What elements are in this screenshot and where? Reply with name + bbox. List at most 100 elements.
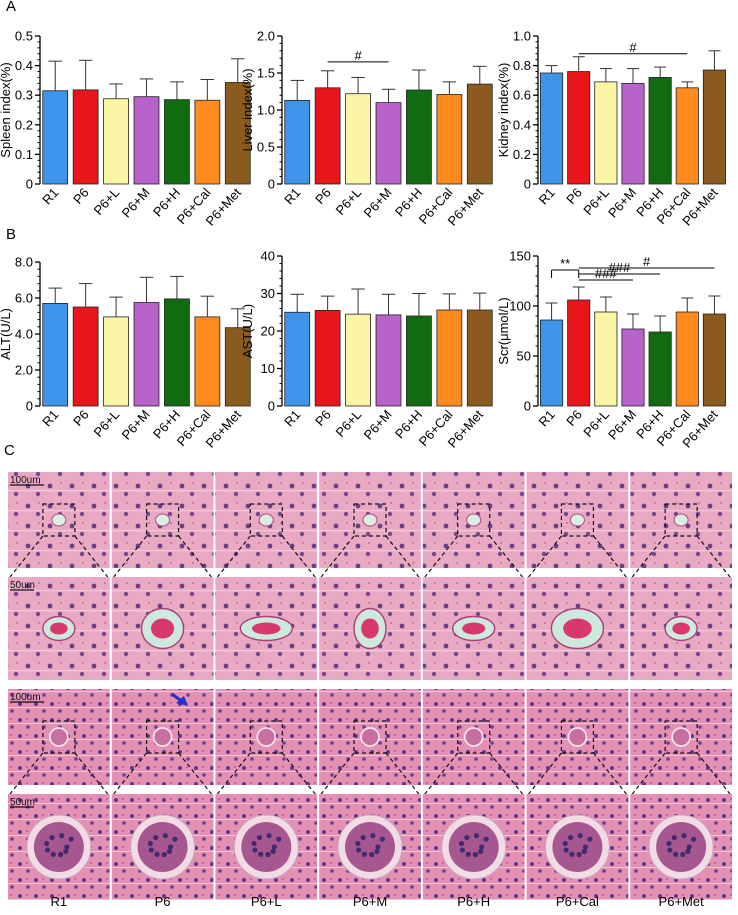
x-tick-label: P6+M bbox=[119, 185, 153, 221]
bar-p6-h bbox=[648, 77, 672, 185]
bar-r1 bbox=[42, 90, 69, 185]
scale-label: 50um bbox=[10, 580, 35, 591]
bar-p6-l bbox=[103, 98, 129, 185]
bar-p6-met bbox=[224, 82, 251, 185]
bar-p6-l bbox=[345, 93, 371, 185]
bar-p6-h bbox=[164, 298, 190, 407]
scale-label: 100um bbox=[10, 692, 41, 703]
y-axis-label: Spleen index(%) bbox=[0, 62, 13, 157]
nucleus bbox=[258, 851, 264, 857]
nucleus bbox=[251, 840, 257, 847]
bar-p6-m bbox=[621, 82, 645, 185]
y-tick-label: 30 bbox=[261, 286, 275, 301]
y-tick-label: 1.0 bbox=[257, 103, 275, 118]
bar-p6-cal bbox=[436, 309, 463, 407]
glomerulus bbox=[152, 727, 173, 747]
central-vein bbox=[466, 513, 482, 527]
y-axis-label: Kidney index(%) bbox=[496, 63, 511, 158]
nucleus bbox=[473, 833, 480, 839]
x-tick-label: P6+L bbox=[333, 407, 365, 440]
zoom-connector bbox=[9, 752, 44, 795]
glomerulus-zoom bbox=[656, 822, 707, 872]
zoom-connector bbox=[385, 535, 420, 578]
bar-p6-h bbox=[648, 331, 672, 407]
group-label: P6+M bbox=[353, 894, 387, 909]
erythrocytes bbox=[251, 622, 281, 635]
x-tick-label: P6+M bbox=[605, 407, 639, 443]
histology-row-4 bbox=[8, 794, 732, 900]
x-tick-label: P6+M bbox=[605, 185, 639, 221]
scale-label: 50um bbox=[10, 797, 35, 808]
nucleus bbox=[360, 834, 366, 841]
central-vein bbox=[673, 513, 689, 527]
bar-p6-m bbox=[375, 314, 402, 407]
zoom-region-box bbox=[560, 503, 595, 537]
erythrocytes bbox=[50, 622, 68, 635]
y-tick-label: 0 bbox=[26, 399, 33, 414]
nucleus bbox=[361, 851, 368, 857]
zoom-connector bbox=[113, 535, 148, 578]
panel-letter-b: B bbox=[6, 226, 17, 243]
arrowhead-icon bbox=[176, 696, 188, 706]
nucleus bbox=[672, 851, 679, 857]
nucleus bbox=[355, 840, 361, 847]
x-tick-label: R1 bbox=[536, 407, 558, 429]
erythrocytes bbox=[672, 622, 690, 635]
nucleus bbox=[582, 844, 589, 850]
glomerulus bbox=[463, 727, 484, 747]
y-tick-label: 8.0 bbox=[15, 255, 33, 270]
erythrocytes bbox=[563, 618, 592, 639]
y-tick-label: 0 bbox=[268, 399, 275, 414]
y-axis-label: Scr(μmol/L) bbox=[496, 297, 511, 364]
bar-p6-l bbox=[103, 316, 129, 407]
group-label: P6+Met bbox=[659, 894, 705, 909]
zoom-region-box bbox=[664, 720, 698, 754]
y-tick-label: 1.0 bbox=[513, 29, 531, 44]
nucleus bbox=[465, 851, 471, 857]
nucleus bbox=[577, 833, 583, 839]
zoom-region-box bbox=[457, 720, 491, 754]
central-vein bbox=[258, 513, 274, 527]
arrow-marker bbox=[171, 692, 188, 706]
bar-p6-m bbox=[133, 302, 160, 407]
histology-row-3 bbox=[8, 689, 732, 795]
nucleus bbox=[690, 836, 697, 842]
nucleus bbox=[477, 848, 484, 854]
x-tick-label: P6+M bbox=[119, 407, 153, 443]
nucleus bbox=[667, 847, 673, 853]
y-tick-label: 0 bbox=[268, 177, 275, 192]
y-tick-label: 100 bbox=[509, 299, 531, 314]
nucleus bbox=[147, 840, 153, 847]
zoom-region-box bbox=[353, 720, 387, 754]
bar-p6-m bbox=[375, 102, 402, 185]
group-label: R1 bbox=[51, 894, 68, 909]
nucleus bbox=[375, 844, 381, 850]
x-tick-label: R1 bbox=[536, 185, 558, 207]
bar-p6 bbox=[567, 299, 591, 407]
zoom-connector bbox=[216, 752, 251, 795]
x-tick-label: P6 bbox=[70, 185, 92, 207]
panel-letter-a: A bbox=[6, 0, 17, 15]
bar-p6-cal bbox=[675, 87, 699, 185]
zoom-connector bbox=[74, 535, 109, 578]
bar-p6-h bbox=[406, 315, 432, 407]
x-tick-label: P6 bbox=[70, 407, 92, 429]
y-tick-label: 0.5 bbox=[15, 29, 33, 44]
bar-p6-met bbox=[702, 69, 726, 185]
glomerulus-zoom bbox=[345, 822, 395, 872]
group-label: P6 bbox=[155, 894, 171, 909]
nucleus bbox=[671, 834, 677, 841]
nucleus bbox=[49, 834, 55, 841]
y-tick-label: 0 bbox=[524, 177, 531, 192]
zoom-connector bbox=[489, 752, 524, 795]
nucleus bbox=[370, 833, 376, 839]
bar-p6-met bbox=[466, 83, 493, 185]
nucleus bbox=[464, 834, 470, 841]
bar-p6-met bbox=[224, 327, 251, 407]
zoom-connector bbox=[592, 752, 627, 795]
nucleus bbox=[472, 851, 479, 858]
